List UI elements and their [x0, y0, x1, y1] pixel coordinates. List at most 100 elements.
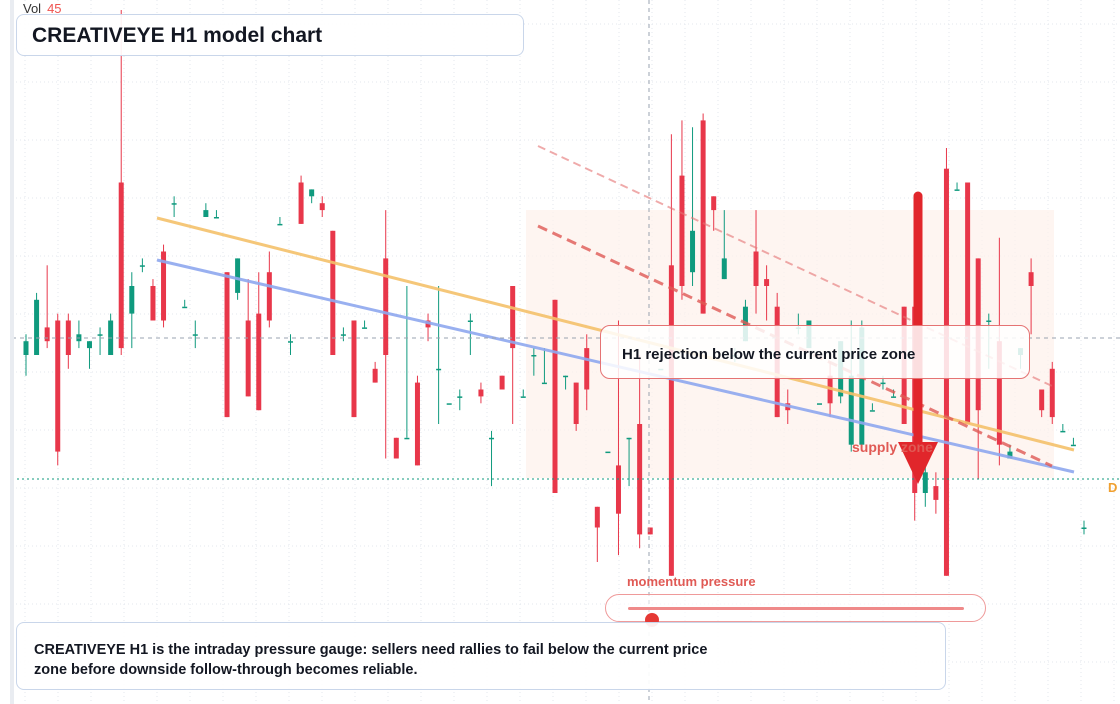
- candle-bear: [150, 286, 156, 321]
- candle-bull: [1007, 451, 1013, 459]
- candle-bull: [446, 403, 452, 405]
- candle-bull: [203, 210, 209, 217]
- candle-bull: [891, 396, 897, 398]
- candle-bull: [23, 341, 29, 355]
- candle-bull: [182, 306, 188, 309]
- candle-bull: [817, 403, 822, 405]
- candle-bull: [235, 258, 241, 293]
- candle-bear: [478, 389, 484, 397]
- candle-bear: [161, 251, 167, 321]
- candle-bear: [584, 348, 590, 390]
- candle-bull: [192, 334, 198, 336]
- candle-bear: [319, 203, 325, 211]
- candle-bull: [986, 320, 992, 322]
- candle-bull: [721, 258, 727, 280]
- candle-bear: [330, 230, 336, 355]
- candle-bull: [690, 230, 696, 273]
- channel-lower-line: [537, 224, 1053, 468]
- candle-bull: [1060, 430, 1066, 433]
- candle-bull: [489, 437, 495, 440]
- price-scale-edge: [10, 0, 14, 704]
- candle-bear: [298, 182, 304, 224]
- candle-bear: [1039, 389, 1045, 411]
- candle-bull: [277, 223, 283, 226]
- candle-bull: [848, 375, 854, 445]
- candle-bull: [340, 334, 346, 336]
- candle-bear: [44, 327, 50, 342]
- candle-bear: [118, 182, 124, 349]
- edge-label: D: [1108, 480, 1118, 495]
- volume-readout: Vol 45: [23, 1, 62, 16]
- candle-bull: [880, 382, 886, 385]
- candle-bear: [764, 279, 770, 286]
- candle-bull: [213, 217, 219, 219]
- candle-bear: [965, 182, 971, 424]
- candle-bull: [563, 375, 569, 378]
- candle-bear: [383, 258, 389, 355]
- candle-bull: [404, 437, 410, 440]
- down-arrow: [898, 191, 938, 484]
- candle-bear: [668, 265, 674, 576]
- candle-bear: [647, 527, 653, 535]
- candle-bear: [933, 486, 939, 500]
- candle-bear: [55, 320, 61, 452]
- candle-bull: [97, 334, 103, 336]
- candle-bear: [637, 424, 643, 535]
- candle-bear: [594, 506, 600, 528]
- gauge-label: momentum pressure: [627, 574, 756, 589]
- candle-bear: [266, 272, 272, 321]
- momentum-gauge[interactable]: [605, 594, 986, 627]
- candle-bull: [954, 189, 960, 191]
- candle-bear: [996, 341, 1002, 445]
- candle-bull: [139, 265, 145, 267]
- candle-bull: [34, 299, 40, 355]
- candle-bear: [573, 382, 579, 424]
- candle-bull: [541, 382, 547, 385]
- candle-bear: [256, 313, 262, 411]
- candle-bull: [520, 396, 526, 398]
- candle-bear: [1028, 272, 1034, 286]
- candle-bear: [1049, 368, 1055, 418]
- candle-bull: [362, 327, 368, 329]
- callout-text: H1 rejection below the current price zon…: [622, 346, 916, 363]
- candle-bear: [615, 465, 621, 514]
- gauge-track: [628, 607, 964, 627]
- candle-bear: [753, 251, 759, 286]
- volume-value: 45: [47, 1, 62, 16]
- candle-bear: [245, 320, 251, 397]
- candle-bull: [859, 327, 865, 445]
- candle-bear: [711, 196, 717, 211]
- candle-bear: [700, 120, 706, 314]
- candle-bull: [457, 396, 463, 398]
- rejection-callout: H1 rejection below the current price zon…: [600, 325, 1030, 379]
- candle-bull: [309, 189, 315, 197]
- candle-bear: [414, 382, 420, 466]
- footer-panel: CREATIVEYE H1 is the intraday pressure g…: [16, 622, 946, 690]
- candle-bull: [605, 451, 611, 454]
- title-panel: CREATIVEYE H1 model chart: [16, 14, 524, 56]
- candle-bull: [86, 341, 92, 349]
- candle-bull: [288, 341, 293, 343]
- candle-bull: [1070, 444, 1076, 447]
- chart-title: CREATIVEYE H1 model chart: [32, 24, 323, 47]
- candle-bull: [531, 355, 537, 357]
- candle-bear: [510, 286, 516, 349]
- candle-bull: [467, 320, 473, 322]
- candle-bull: [626, 437, 632, 440]
- candle-bear: [224, 272, 230, 418]
- candle-bull: [129, 286, 135, 314]
- candle-bear: [351, 320, 357, 418]
- candle-bear: [552, 299, 558, 493]
- supply-zone-label: supply zone: [852, 439, 933, 455]
- candle-bear: [372, 368, 378, 383]
- candle-bull: [171, 203, 177, 205]
- candle-bear: [679, 175, 685, 286]
- volume-label: Vol: [23, 1, 42, 16]
- candle-bear: [393, 437, 399, 459]
- candle-bull: [1081, 527, 1087, 529]
- candle-bull: [436, 368, 442, 371]
- candle-bull: [869, 410, 875, 412]
- candle-bear: [499, 375, 505, 390]
- footer-text: CREATIVEYE H1 is the intraday pressure g…: [34, 642, 708, 678]
- candle-bull: [922, 472, 928, 493]
